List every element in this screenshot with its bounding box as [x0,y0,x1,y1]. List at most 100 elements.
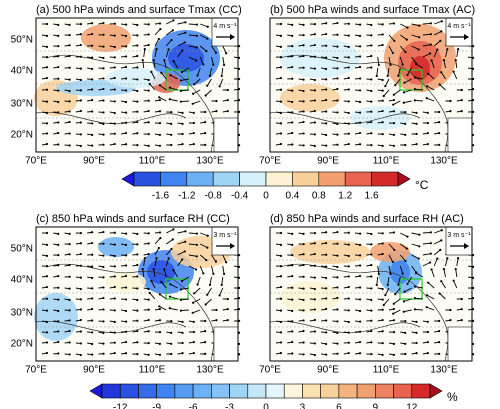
wind-head [347,297,350,300]
wind-head [102,352,105,355]
wind-vector [150,71,156,80]
wind-head [215,99,218,103]
wind-head [430,268,433,271]
lon-label: 110°E [139,156,166,167]
wind-head [102,122,105,126]
wind-head [160,71,163,74]
wind-head [386,74,389,77]
wind-head [377,63,380,67]
wind-head [113,351,116,355]
wind-head [181,258,184,261]
wind-head [91,319,94,322]
wind-head [124,100,128,104]
wind-head [370,144,373,147]
wind-head [449,110,452,113]
wind-vector [170,283,178,289]
wind-head [79,232,82,235]
wind-head [389,63,392,66]
wind-head [204,330,207,333]
wind-head [336,143,339,146]
wind-vector [200,232,208,237]
wind-head [204,352,207,355]
wind-head [358,340,362,344]
wind-head [336,77,339,80]
wind-head [158,133,162,137]
wind-head [124,243,128,247]
wind-head [204,340,207,344]
wind-head [325,122,328,125]
wind-vector [440,71,446,80]
wind-head [113,320,116,324]
wind-head [302,287,305,290]
wind-vector [209,276,212,285]
wind-head [158,22,162,25]
wind-head [302,44,305,47]
wind-head [336,352,339,355]
wind-head [347,45,350,49]
wind-head [291,100,294,104]
wind-head [313,276,316,279]
wind-head [45,132,49,135]
wind-head [426,320,429,323]
wind-head [392,98,396,102]
wind-head [79,55,82,58]
wind-head [196,283,199,286]
wind-vector [388,243,395,251]
wind-head [336,67,339,70]
wind-head [440,20,443,23]
wind-head [392,22,396,25]
wind-head [401,63,404,66]
wind-head [91,231,94,234]
wind-vector [169,87,178,91]
wind-head [179,100,183,103]
wind-head [460,109,463,113]
wind-head [218,294,221,297]
wind-head [91,44,94,47]
wind-head [155,257,158,260]
wind-head [426,341,429,344]
wind-vector [160,281,167,289]
wind-head [460,318,463,322]
wind-head [68,319,71,322]
wind-head [358,23,362,26]
wind-head [382,303,385,307]
wind-head [392,342,396,346]
colorbar-box [174,383,194,399]
wind-head [313,144,316,148]
wind-vector [177,251,185,256]
map-frame [269,226,473,362]
wind-head [124,254,128,257]
wind-head [325,98,328,102]
wind-head [113,122,116,125]
wind-vector [173,60,178,69]
wind-head [397,283,400,286]
wind-head [184,230,187,233]
wind-head [302,263,305,267]
wind-head [402,91,406,94]
wind-vector [169,98,178,102]
wind-vector [192,309,201,314]
wind-head [439,39,442,42]
wind-head [347,34,350,37]
wind-head [291,264,294,267]
wind-head [325,88,328,91]
wind-head [347,56,350,59]
shaded-field [370,242,410,262]
wind-head [45,34,49,37]
wind-head [381,308,384,311]
wind-head [169,283,172,286]
wind-head [471,144,475,147]
wind-head [45,66,49,69]
wind-vector [434,229,442,234]
wind-vector [222,45,227,54]
wind-head [313,33,316,36]
wind-vector [384,287,390,296]
wind-head [347,265,350,268]
wind-head [79,121,82,124]
wind-head [91,22,94,25]
wind-vector [445,49,448,58]
wind-head [196,74,199,77]
wind-vector [177,21,186,25]
wind-head [68,23,71,27]
wind-head [160,280,163,283]
